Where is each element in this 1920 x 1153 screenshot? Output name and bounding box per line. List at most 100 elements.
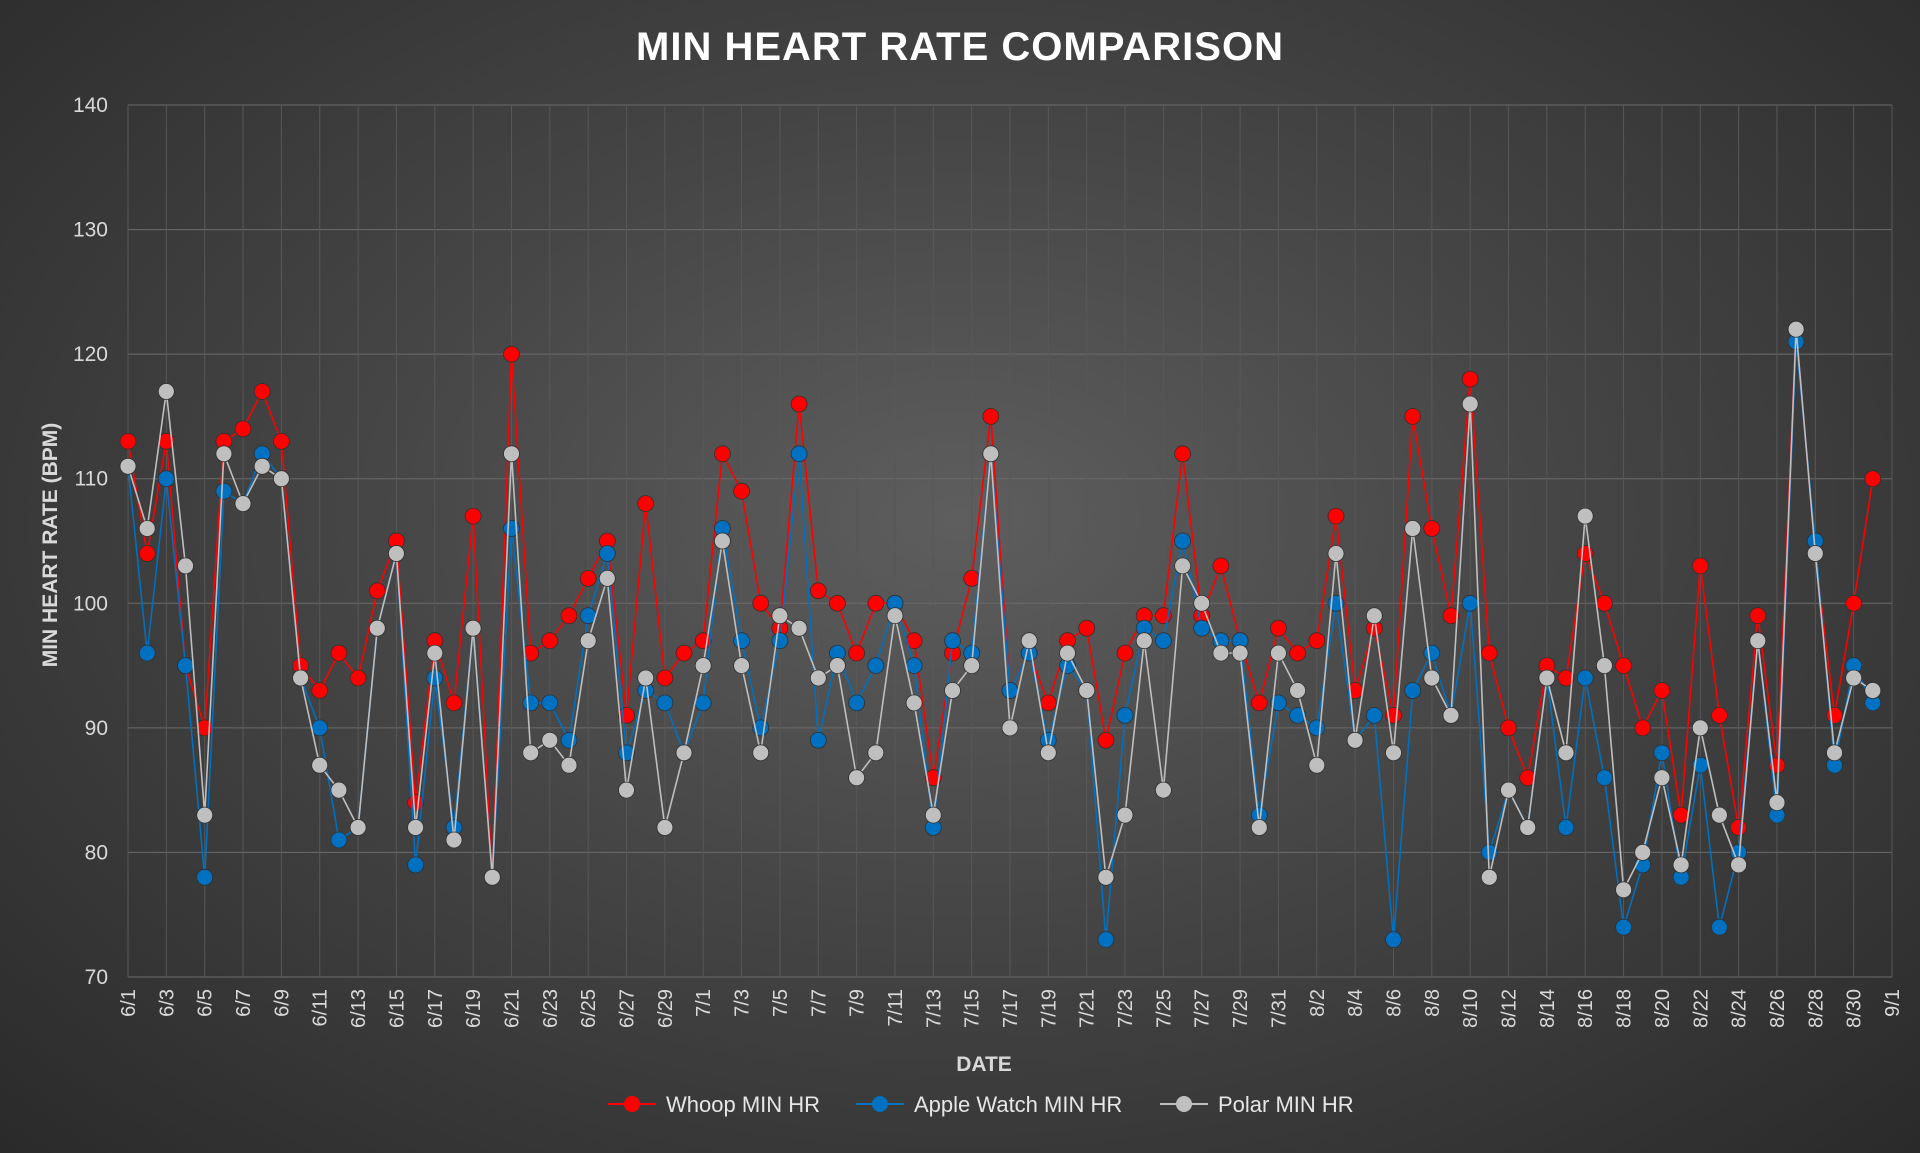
data-point bbox=[215, 445, 233, 463]
data-point bbox=[1691, 719, 1709, 737]
data-point bbox=[157, 470, 175, 488]
data-point bbox=[752, 594, 770, 612]
data-point bbox=[848, 769, 865, 787]
legend-item: Whoop MIN HR bbox=[608, 1092, 820, 1117]
data-point bbox=[637, 495, 655, 513]
data-point bbox=[1653, 682, 1671, 699]
data-point bbox=[1423, 644, 1441, 662]
data-point bbox=[1442, 607, 1460, 625]
data-point bbox=[1231, 644, 1249, 662]
legend-label: Apple Watch MIN HR bbox=[914, 1092, 1122, 1117]
x-tick-label: 8/8 bbox=[1422, 989, 1444, 1017]
data-point bbox=[1864, 470, 1882, 488]
data-point bbox=[1864, 682, 1882, 699]
series-line bbox=[127, 341, 1874, 940]
data-point bbox=[464, 619, 482, 637]
x-tick-label: 7/23 bbox=[1115, 989, 1137, 1028]
x-tick-label: 8/18 bbox=[1614, 989, 1636, 1028]
legend-item: Polar MIN HR bbox=[1160, 1092, 1354, 1117]
x-tick-label: 7/5 bbox=[770, 989, 792, 1017]
data-point bbox=[1442, 707, 1460, 724]
legend-item: Apple Watch MIN HR bbox=[856, 1092, 1122, 1117]
y-tick-label: 80 bbox=[85, 841, 108, 864]
data-point bbox=[1020, 632, 1038, 650]
data-point bbox=[1711, 707, 1728, 724]
x-axis-label: DATE bbox=[956, 1053, 1012, 1076]
data-point bbox=[387, 545, 405, 562]
y-tick-label: 120 bbox=[73, 343, 108, 366]
data-point bbox=[272, 432, 290, 450]
data-point bbox=[560, 756, 578, 774]
data-point bbox=[1423, 669, 1441, 687]
data-point bbox=[714, 445, 731, 463]
data-point bbox=[733, 657, 750, 674]
data-point bbox=[579, 632, 597, 650]
data-point bbox=[1423, 520, 1441, 537]
x-tick-label: 7/19 bbox=[1038, 989, 1060, 1028]
data-point bbox=[598, 570, 616, 587]
x-tick-label: 6/11 bbox=[310, 989, 332, 1026]
data-point bbox=[1097, 731, 1115, 749]
data-point bbox=[272, 470, 290, 488]
data-point bbox=[522, 744, 540, 762]
data-point bbox=[1327, 507, 1345, 525]
data-point bbox=[944, 682, 961, 699]
x-tick-label: 6/7 bbox=[233, 989, 255, 1017]
data-point bbox=[790, 395, 808, 413]
data-point bbox=[368, 582, 386, 600]
data-point bbox=[579, 570, 597, 587]
data-point bbox=[1039, 694, 1057, 712]
data-point bbox=[503, 345, 520, 363]
legend-marker bbox=[624, 1096, 640, 1112]
data-point bbox=[1001, 719, 1019, 737]
x-tick-label: 6/17 bbox=[425, 989, 447, 1028]
data-point bbox=[1289, 707, 1306, 724]
data-point bbox=[905, 657, 923, 674]
data-point bbox=[694, 694, 712, 712]
data-point bbox=[1327, 545, 1345, 562]
x-tick-label: 6/3 bbox=[156, 989, 178, 1017]
data-point bbox=[1806, 545, 1824, 562]
data-point bbox=[196, 868, 214, 886]
data-point bbox=[407, 856, 425, 874]
data-point bbox=[1116, 644, 1134, 662]
data-point bbox=[253, 383, 271, 400]
data-point bbox=[1730, 856, 1747, 874]
data-point bbox=[1193, 594, 1211, 612]
data-point bbox=[1557, 819, 1575, 836]
x-tick-label: 8/20 bbox=[1652, 989, 1674, 1028]
data-point bbox=[1155, 632, 1172, 650]
x-tick-label: 7/3 bbox=[732, 989, 754, 1017]
data-point bbox=[656, 694, 674, 712]
data-point bbox=[253, 457, 271, 475]
data-point bbox=[829, 657, 846, 674]
x-tick-label: 7/11 bbox=[885, 989, 907, 1026]
x-tick-label: 7/13 bbox=[923, 989, 945, 1028]
data-point bbox=[656, 819, 674, 836]
data-point bbox=[1557, 744, 1575, 762]
y-tick-label: 130 bbox=[73, 219, 108, 242]
data-point bbox=[1404, 407, 1422, 425]
data-point bbox=[1059, 644, 1076, 662]
x-tick-label: 6/29 bbox=[655, 989, 677, 1028]
data-point bbox=[1135, 632, 1153, 650]
data-point bbox=[1711, 918, 1728, 936]
data-point bbox=[1596, 594, 1613, 612]
data-point bbox=[1615, 918, 1632, 936]
data-point bbox=[177, 557, 194, 575]
data-point bbox=[177, 657, 194, 674]
x-tick-label: 9/1 bbox=[1882, 989, 1904, 1017]
data-point bbox=[138, 545, 156, 562]
data-point bbox=[1711, 806, 1728, 824]
x-tick-label: 8/4 bbox=[1345, 989, 1367, 1017]
data-point bbox=[464, 507, 482, 525]
data-point bbox=[1826, 707, 1843, 724]
series-2 bbox=[119, 320, 1882, 899]
data-point bbox=[368, 619, 386, 637]
legend-label: Polar MIN HR bbox=[1218, 1092, 1354, 1117]
data-point bbox=[924, 806, 942, 824]
data-point bbox=[426, 644, 444, 662]
x-tick-label: 7/21 bbox=[1077, 989, 1099, 1028]
data-point bbox=[349, 669, 367, 687]
